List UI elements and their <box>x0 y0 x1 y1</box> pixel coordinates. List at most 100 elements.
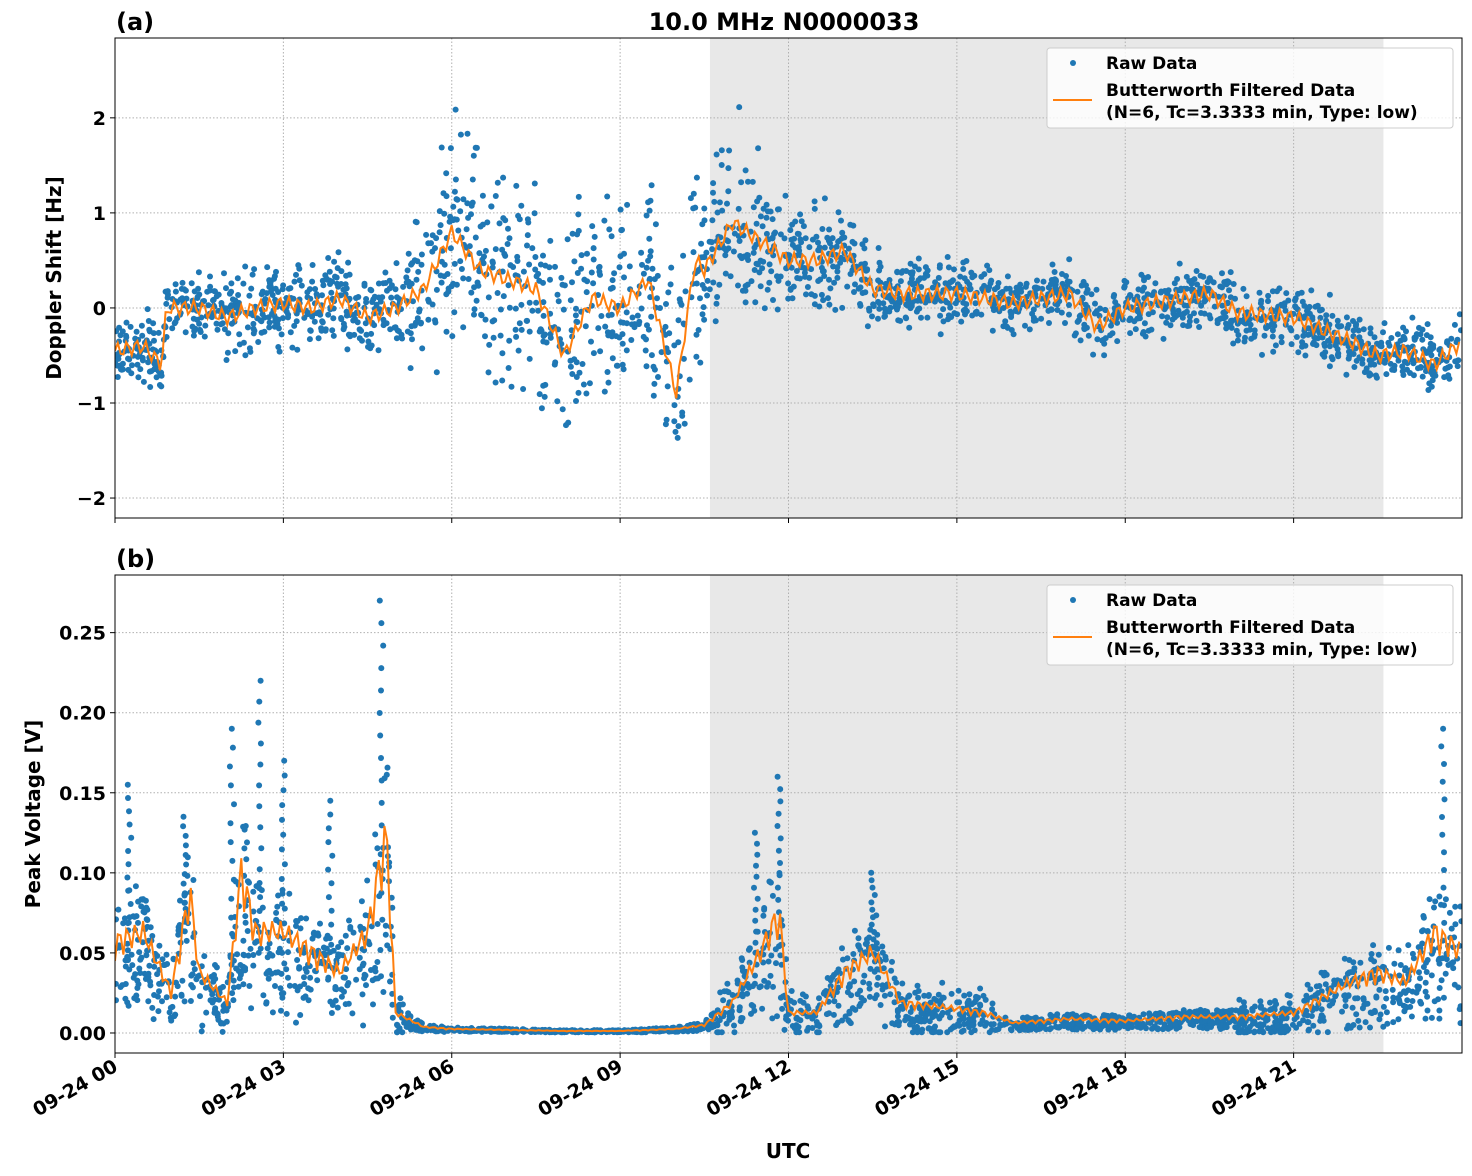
raw-data-point <box>752 299 759 306</box>
raw-data-point <box>844 283 851 290</box>
raw-data-point <box>494 179 501 186</box>
filtered-data-line <box>115 219 1461 399</box>
raw-data-point <box>500 174 507 181</box>
raw-data-point <box>317 311 324 318</box>
raw-data-point <box>293 923 299 929</box>
raw-data-point <box>379 916 386 923</box>
raw-data-point <box>244 928 251 934</box>
raw-data-point <box>451 188 458 195</box>
raw-data-point <box>163 994 170 1001</box>
raw-data-point <box>378 665 385 672</box>
raw-data-point <box>727 273 734 280</box>
raw-data-point <box>596 264 602 271</box>
raw-data-point <box>675 423 682 430</box>
raw-data-point <box>183 937 190 944</box>
raw-data-point <box>125 919 132 926</box>
raw-data-point <box>121 915 128 922</box>
raw-data-point <box>575 193 582 200</box>
raw-data-point <box>714 294 721 300</box>
raw-data-point <box>763 201 770 208</box>
raw-data-point <box>1066 256 1073 263</box>
raw-data-point <box>764 983 770 990</box>
raw-data-point <box>257 740 264 747</box>
raw-data-point <box>850 222 857 229</box>
raw-data-point <box>342 932 349 939</box>
raw-data-point <box>980 992 987 999</box>
raw-data-point <box>276 348 283 355</box>
raw-data-point <box>857 987 864 994</box>
panel-label: (a) <box>116 8 154 36</box>
raw-data-point <box>905 1014 912 1021</box>
raw-data-point <box>1167 322 1174 329</box>
raw-data-point <box>651 380 658 387</box>
raw-data-point <box>156 988 162 995</box>
raw-data-point <box>862 941 869 947</box>
raw-data-point <box>147 924 154 931</box>
raw-data-point <box>546 264 553 271</box>
raw-data-point <box>1181 302 1188 309</box>
raw-data-point <box>672 428 679 435</box>
raw-data-point <box>1312 303 1319 310</box>
raw-data-point <box>1102 335 1109 342</box>
raw-data-point <box>1440 994 1447 1001</box>
raw-data-point <box>472 144 479 151</box>
raw-data-point <box>1178 285 1184 292</box>
y-tick-label: −1 <box>77 393 106 415</box>
raw-data-point <box>247 945 254 952</box>
raw-data-point <box>1353 1011 1360 1018</box>
raw-data-point <box>1230 340 1237 347</box>
raw-data-point <box>1242 1018 1249 1025</box>
raw-data-point <box>469 199 476 206</box>
raw-data-point <box>256 782 263 789</box>
raw-data-point <box>1200 273 1207 280</box>
raw-data-point <box>753 862 759 869</box>
raw-data-point <box>623 347 630 354</box>
raw-data-point <box>405 250 412 257</box>
raw-data-point <box>425 298 432 305</box>
raw-data-point <box>140 896 147 903</box>
raw-data-point <box>1439 955 1446 962</box>
raw-data-point <box>1451 981 1458 988</box>
raw-data-point <box>710 189 716 196</box>
raw-data-point <box>754 928 761 935</box>
raw-data-point <box>624 201 631 208</box>
raw-data-point <box>230 977 237 984</box>
raw-data-point <box>879 943 886 950</box>
raw-data-point <box>1420 914 1427 921</box>
raw-data-point <box>508 383 515 390</box>
raw-data-point <box>966 991 973 998</box>
panel-b: 0.250.200.150.100.050.00(b)Peak Voltage … <box>21 545 1463 1058</box>
raw-data-point <box>1093 286 1100 293</box>
raw-data-point <box>1052 285 1059 292</box>
raw-data-point <box>977 985 984 992</box>
raw-data-point <box>1409 314 1416 321</box>
raw-data-point <box>273 917 280 924</box>
raw-data-point <box>1403 328 1409 335</box>
raw-data-point <box>788 264 795 271</box>
raw-data-point <box>787 997 794 1004</box>
raw-data-point <box>163 334 170 340</box>
raw-data-point <box>183 861 190 868</box>
raw-data-point <box>181 890 188 897</box>
raw-data-point <box>1355 327 1362 334</box>
raw-data-point <box>639 261 645 268</box>
raw-data-point <box>936 264 943 271</box>
raw-data-point <box>1038 315 1045 322</box>
raw-data-point <box>915 988 922 994</box>
raw-data-point <box>564 236 571 243</box>
raw-data-point <box>361 971 368 978</box>
raw-data-point <box>818 291 825 298</box>
raw-data-point <box>1010 331 1017 338</box>
raw-data-point <box>226 763 233 770</box>
raw-data-point <box>451 260 458 267</box>
raw-data-point <box>895 1022 902 1029</box>
raw-data-point <box>305 997 312 1004</box>
raw-data-point <box>363 331 370 338</box>
raw-data-point <box>751 267 758 273</box>
raw-data-point <box>404 267 411 274</box>
raw-data-point <box>1385 944 1392 951</box>
raw-data-point <box>1446 363 1453 370</box>
raw-data-point <box>532 254 539 260</box>
raw-data-point <box>796 275 803 282</box>
raw-data-point <box>464 200 471 207</box>
